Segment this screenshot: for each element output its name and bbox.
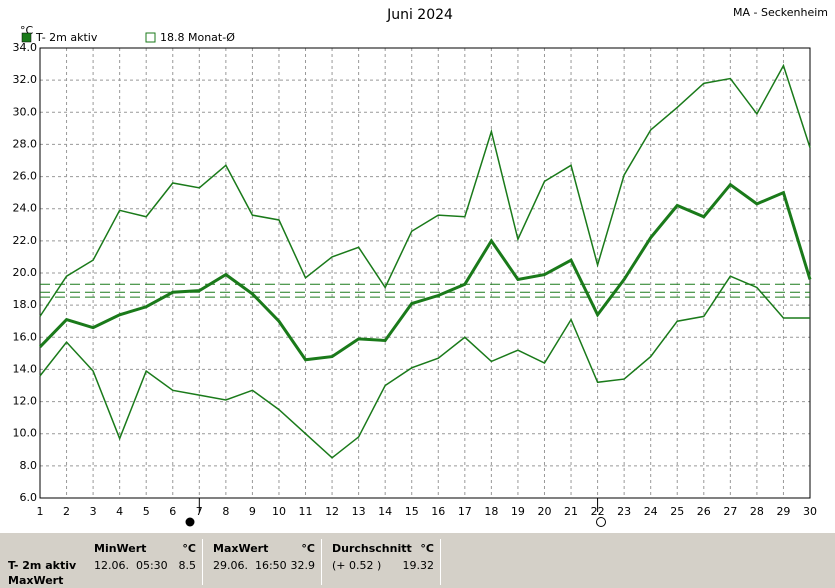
stats-value: 8.5 xyxy=(178,559,197,572)
y-tick-label: 12.0 xyxy=(13,395,38,408)
stats-value: 32.9 xyxy=(290,559,316,572)
y-tick-label: 22.0 xyxy=(13,234,38,247)
stats-block: MaxWert °C 29.06. 16:50 32.9 xyxy=(209,539,322,585)
x-tick-label: 9 xyxy=(249,505,256,518)
x-tick-label: 19 xyxy=(511,505,525,518)
stats-block: MinWert °C 12.06. 05:30 8.5 xyxy=(90,539,203,585)
x-tick-label: 5 xyxy=(143,505,150,518)
stats-unit: °C xyxy=(182,542,196,555)
stats-panel: T- 2m aktiv MaxWert MinWert °C 12.06. 05:3… xyxy=(0,533,835,588)
legend-label: T- 2m aktiv xyxy=(35,31,98,44)
stats-title: MinWert xyxy=(94,542,147,555)
x-tick-label: 11 xyxy=(299,505,313,518)
y-tick-label: 10.0 xyxy=(13,427,38,440)
y-tick-label: 24.0 xyxy=(13,202,38,215)
stats-block: Durchschnitt °C (+ 0.52 ) 19.32 xyxy=(328,539,441,585)
stats-title: Durchschnitt xyxy=(332,542,412,555)
stats-unit: °C xyxy=(301,542,315,555)
x-tick-label: 12 xyxy=(325,505,339,518)
x-tick-label: 26 xyxy=(697,505,711,518)
x-tick-label: 24 xyxy=(644,505,658,518)
row-label: MaxWert xyxy=(8,574,64,587)
y-tick-label: 26.0 xyxy=(13,170,38,183)
legend-swatch xyxy=(145,32,156,43)
x-tick-label: 14 xyxy=(378,505,392,518)
stats-info: (+ 0.52 ) xyxy=(332,559,382,572)
stats-title: MaxWert xyxy=(213,542,269,555)
chart: Juni 2024 MA - Seckenheim °C 6.08.010.01… xyxy=(13,6,828,527)
y-tick-label: 6.0 xyxy=(20,491,38,504)
stats-value: 19.32 xyxy=(402,559,435,572)
x-tick-label: 29 xyxy=(776,505,790,518)
moon-new xyxy=(596,517,606,527)
y-tick-label: 30.0 xyxy=(13,105,38,118)
stats-info: 12.06. 05:30 xyxy=(94,559,168,572)
x-tick-label: 21 xyxy=(564,505,578,518)
station: MA - Seckenheim xyxy=(733,6,828,19)
y-tick-label: 16.0 xyxy=(13,330,38,343)
y-tick-label: 14.0 xyxy=(13,362,38,375)
y-tick-label: 20.0 xyxy=(13,266,38,279)
legend-swatch xyxy=(21,32,32,43)
x-tick-label: 13 xyxy=(352,505,366,518)
series-line xyxy=(39,275,810,459)
x-tick-label: 23 xyxy=(617,505,631,518)
x-tick-label: 1 xyxy=(37,505,44,518)
y-tick-label: 18.0 xyxy=(13,298,38,311)
x-tick-label: 18 xyxy=(484,505,498,518)
x-tick-label: 3 xyxy=(90,505,97,518)
x-tick-label: 2 xyxy=(63,505,70,518)
y-tick-label: 32.0 xyxy=(13,73,38,86)
x-tick-label: 30 xyxy=(803,505,817,518)
x-tick-label: 15 xyxy=(405,505,419,518)
series-line xyxy=(39,63,811,317)
stats-info: 29.06. 16:50 xyxy=(213,559,287,572)
x-tick-label: 6 xyxy=(169,505,176,518)
x-tick-label: 25 xyxy=(670,505,684,518)
y-tick-label: 8.0 xyxy=(20,459,38,472)
chart-title: Juni 2024 xyxy=(386,7,453,23)
series-line xyxy=(38,182,812,362)
x-tick-label: 27 xyxy=(723,505,737,518)
plot-frame xyxy=(39,47,811,499)
x-tick-label: 16 xyxy=(431,505,445,518)
stats-unit: °C xyxy=(420,542,434,555)
y-tick-label: 28.0 xyxy=(13,137,38,150)
x-tick-label: 20 xyxy=(537,505,551,518)
legend-label: 18.8 Monat-Ø xyxy=(160,31,235,44)
moon-full xyxy=(185,517,195,527)
x-tick-label: 4 xyxy=(116,505,123,518)
x-tick-label: 10 xyxy=(272,505,286,518)
y-tick-label: 34.0 xyxy=(13,41,38,54)
x-tick-label: 8 xyxy=(222,505,229,518)
row-label: T- 2m aktiv xyxy=(8,559,77,572)
x-tick-label: 28 xyxy=(750,505,764,518)
x-tick-label: 17 xyxy=(458,505,472,518)
